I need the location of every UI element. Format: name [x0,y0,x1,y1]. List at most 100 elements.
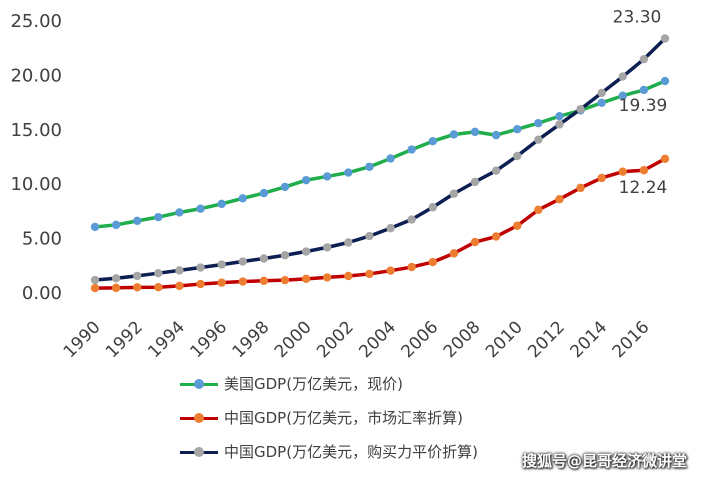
data-point [259,276,269,285]
data-point [323,243,332,252]
data-point [386,154,395,163]
data-point [196,279,205,289]
data-point [513,125,522,134]
series-line [94,37,667,282]
legend-marker-china-market [194,413,204,423]
data-point [365,162,374,171]
data-point [111,220,121,230]
data-point [491,130,501,140]
data-point [660,34,670,43]
data-point [175,281,184,291]
data-point [280,275,290,285]
data-point [576,105,585,114]
data-point [90,275,100,285]
y-tick-label: 15.00 [10,120,62,141]
x-tick-label: 2006 [398,317,443,362]
watermark: 搜狐号@昆哥经济微讲堂 [521,452,687,470]
series-line [94,79,666,229]
data-point [386,266,395,275]
data-point [660,154,670,164]
data-point [365,269,374,279]
data-point [111,274,121,283]
y-tick-label: 25.00 [10,11,62,32]
data-point [449,130,459,139]
data-point [154,212,163,222]
data-point [90,222,100,232]
data-point [576,183,585,193]
data-point [196,204,205,213]
data-point [449,249,459,258]
data-point [597,98,606,107]
data-point [618,72,627,81]
x-tick-label: 2010 [482,317,527,362]
data-point [470,177,480,187]
data-point [154,283,163,292]
data-point [597,88,606,98]
data-point [301,247,311,256]
legend-item-us-gdp: 美国GDP(万亿美元，现价) [180,372,478,406]
data-point [154,268,163,278]
data-point [217,278,226,287]
legend: 美国GDP(万亿美元，现价) 中国GDP(万亿美元，市场汇率折算) 中国GDP(… [180,372,478,474]
data-point [534,205,543,215]
data-point [259,254,269,263]
x-tick-label: 2016 [609,317,654,362]
data-point [301,175,311,185]
legend-marker-us [194,379,204,389]
series-1 [90,154,670,293]
data-point [639,85,649,95]
data-point [407,215,416,224]
data-point [344,271,353,281]
data-point [217,260,226,269]
x-tick-label: 1992 [102,317,147,362]
data-point [111,283,121,293]
y-tick-label: 5.00 [22,229,62,250]
data-point [238,194,247,203]
legend-label-china-market: 中国GDP(万亿美元，市场汇率折算) [224,409,463,427]
legend-item-china-market: 中国GDP(万亿美元，市场汇率折算) [180,406,478,440]
data-point [428,137,437,146]
data-point [449,189,459,198]
x-tick-label: 2012 [524,317,569,362]
data-point [618,91,627,100]
data-point [196,263,205,272]
data-point [259,188,269,198]
x-tick-label: 2014 [566,317,611,362]
data-point [133,271,142,281]
data-point [513,221,522,230]
data-point [238,277,247,286]
data-point [491,166,501,175]
data-point [344,168,353,177]
x-tick-label: 1998 [229,317,274,362]
data-point [407,145,416,154]
data-point [301,274,311,284]
data-point [660,76,670,86]
data-point [238,257,247,266]
y-axis: 0.00 5.00 10.00 15.00 20.00 25.00 [10,11,62,304]
data-point [534,118,543,128]
data-point [491,232,501,241]
y-tick-label: 10.00 [10,174,62,195]
data-point [618,167,627,176]
data-point [323,273,332,282]
end-value-label: 12.24 [619,178,668,198]
data-point [428,257,437,267]
data-point [323,172,332,181]
x-tick-label: 2008 [440,317,485,362]
data-point [534,135,543,144]
legend-item-china-ppp: 中国GDP(万亿美元，购买力平价折算) [180,440,478,474]
data-point [280,251,290,260]
y-tick-label: 0.00 [22,283,62,304]
series-line [94,157,666,290]
data-point [639,54,649,64]
data-point [133,283,142,292]
x-tick-label: 1994 [144,317,189,362]
end-value-label: 19.39 [619,96,668,116]
data-point [133,216,142,226]
data-point [470,237,480,247]
x-tick-label: 2002 [313,317,358,362]
data-point [407,262,416,272]
data-point [555,194,564,204]
data-point [280,182,290,192]
data-point [428,203,437,212]
